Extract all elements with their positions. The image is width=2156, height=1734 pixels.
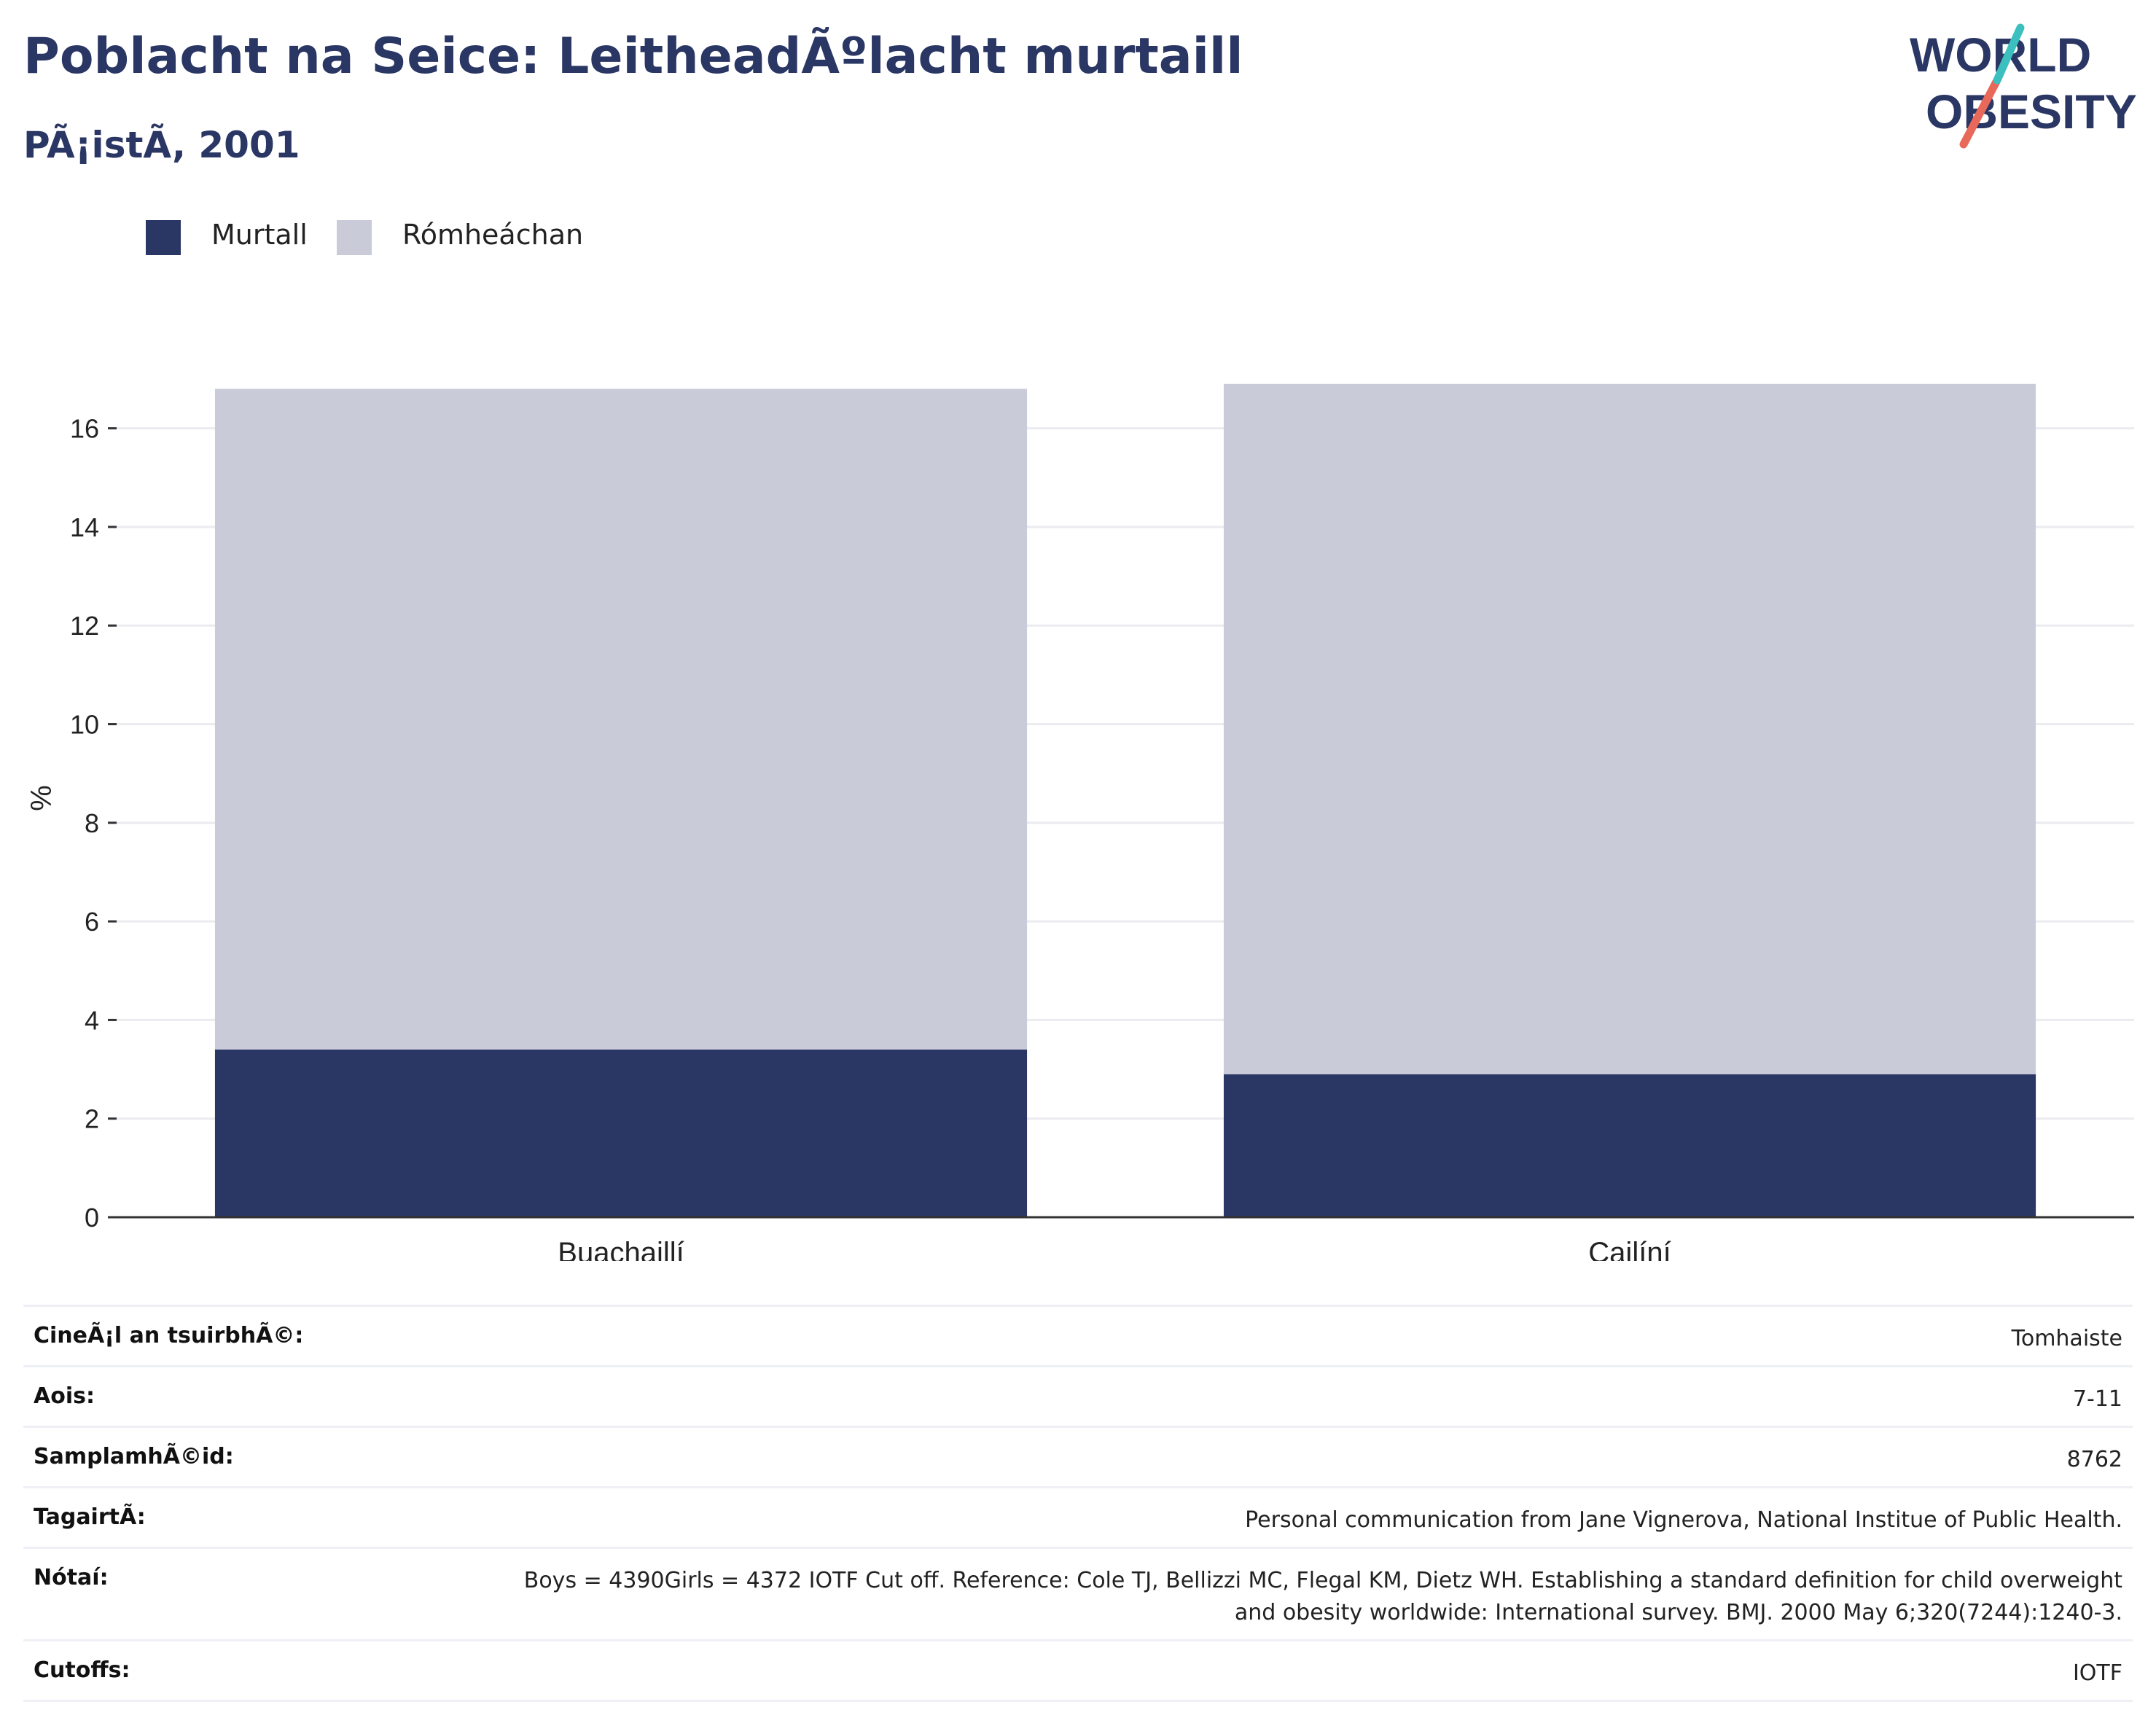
info-label: TagairtÃ:: [34, 1504, 146, 1530]
info-value: Boys = 4390Girls = 4372 IOTF Cut off. Re…: [523, 1568, 2122, 1625]
info-label: Nótaí:: [34, 1565, 109, 1590]
x-tick-label: Cailíní: [1588, 1237, 1671, 1261]
info-row-sample-size: SamplamhÃ©id: 8762: [23, 1426, 2133, 1486]
y-tick-label: 12: [70, 611, 99, 641]
logo-red-stroke: [1959, 76, 2001, 149]
info-value: 7-11: [2072, 1386, 2122, 1412]
y-tick-label: 16: [70, 414, 99, 444]
bar-murtall: [1223, 1074, 2036, 1217]
y-tick-label: 10: [70, 710, 99, 740]
logo-teal-stroke: [1993, 23, 2025, 85]
info-label: Cutoffs:: [34, 1657, 130, 1683]
info-value: IOTF: [2072, 1660, 2122, 1686]
info-label: CineÃ¡l an tsuirbhÃ©:: [34, 1323, 304, 1348]
info-value: 8762: [2066, 1447, 2122, 1472]
info-row-survey-type: CineÃ¡l an tsuirbhÃ©: Tomhaiste: [23, 1305, 2133, 1365]
logo-line2: OBESITY: [1926, 85, 2137, 138]
info-row-age: Aois: 7-11: [23, 1365, 2133, 1426]
info-row-notes: Nótaí: Boys = 4390Girls = 4372 IOTF Cut …: [23, 1547, 2133, 1639]
legend-label-romheachan: Rómheáchan: [402, 219, 584, 251]
info-value: Tomhaiste: [2011, 1326, 2122, 1351]
x-tick-label: Buachaillí: [558, 1237, 684, 1261]
bar-romheachan: [214, 388, 1028, 1050]
info-value: Personal communication from Jane Vignero…: [1245, 1507, 2122, 1533]
legend-swatch-murtall: [146, 220, 181, 255]
bar-romheachan: [1223, 383, 2036, 1074]
y-tick-label: 2: [85, 1104, 99, 1134]
y-tick-label: 4: [85, 1005, 99, 1035]
legend-swatch-romheachan: [337, 220, 372, 255]
chart-subtitle: PÃ¡istÃ, 2001: [23, 124, 300, 166]
world-obesity-logo: WORLD OBESITY: [1910, 23, 2137, 149]
survey-info-table: CineÃ¡l an tsuirbhÃ©: Tomhaiste Aois: 7-…: [23, 1305, 2133, 1702]
info-row-cutoffs: Cutoffs: IOTF: [23, 1639, 2133, 1702]
info-row-reference: TagairtÃ: Personal communication from Ja…: [23, 1486, 2133, 1547]
stacked-bar-chart: 0 2 4 6 8 10 12 14 16% Buachaillí Cailíní: [26, 383, 2134, 1261]
y-tick-label: 14: [70, 512, 99, 542]
chart-title: Poblacht na Seice: LeitheadÃºlacht murta…: [23, 28, 1243, 85]
y-tick-label: 0: [85, 1203, 99, 1233]
bar-murtall: [214, 1050, 1028, 1217]
info-label: Aois:: [34, 1383, 95, 1409]
legend-label-murtall: Murtall: [211, 219, 308, 251]
y-tick-label: 6: [85, 907, 99, 937]
info-label: SamplamhÃ©id:: [34, 1444, 234, 1469]
y-axis-title: %: [26, 785, 58, 811]
y-tick-label: 8: [85, 808, 99, 838]
